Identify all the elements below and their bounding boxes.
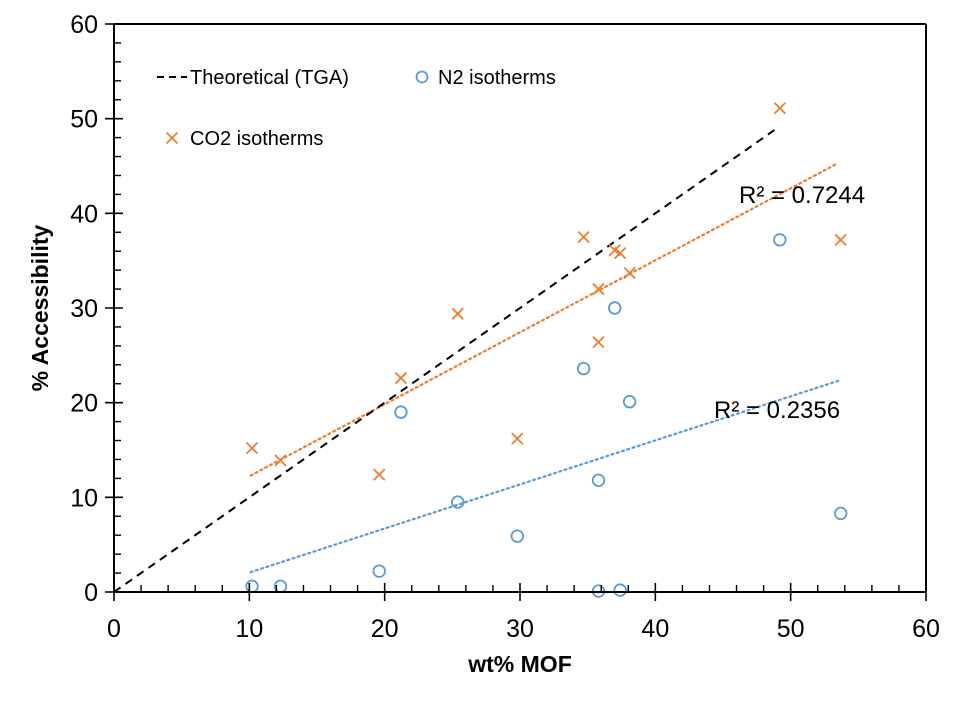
co2-data-point <box>511 432 524 445</box>
legend-x-stroke <box>165 131 179 145</box>
n2-data-point <box>372 564 386 578</box>
x-tick-label: 30 <box>506 615 534 643</box>
legend-x-marker-icon <box>165 131 179 145</box>
legend-label-n2: N2 isotherms <box>438 67 556 89</box>
co2-data-point <box>274 454 287 467</box>
y-tick-label: 60 <box>70 11 98 39</box>
x-tick-label: 40 <box>641 615 669 643</box>
co2-marker-stroke <box>274 454 287 467</box>
co2-data-point <box>394 371 408 385</box>
r2-label-n2: R² = 0.2356 <box>714 397 840 424</box>
legend-label-co2: CO2 isotherms <box>190 128 323 150</box>
x-tick-label: 20 <box>371 615 399 643</box>
axes <box>105 23 927 601</box>
n2-data-point <box>773 233 787 247</box>
co2-marker-stroke <box>592 335 605 349</box>
co2-marker-stroke <box>373 468 386 481</box>
trendlines <box>249 162 840 574</box>
trendline-n2 <box>249 379 840 574</box>
co2-data-point <box>834 233 847 246</box>
co2-marker-stroke <box>614 246 627 260</box>
co2-marker-stroke <box>608 244 621 257</box>
x-axis-title: wt% MOF <box>467 651 572 677</box>
legend-circle-marker-icon <box>415 70 429 84</box>
theoretical-line-layer <box>113 127 778 593</box>
n2-data-point <box>510 529 524 543</box>
n2-data-point <box>608 301 622 315</box>
co2-marker-stroke <box>394 371 408 385</box>
co2-marker-stroke <box>834 233 847 246</box>
co2-data-point <box>592 282 605 296</box>
co2-data-point <box>373 468 386 481</box>
n2-data-point <box>834 506 848 521</box>
co2-data-point <box>592 335 605 349</box>
y-tick-label: 20 <box>70 390 98 418</box>
n2-data-point <box>451 495 465 509</box>
data-points <box>245 102 848 598</box>
theoretical-tga-line <box>113 127 778 593</box>
y-tick-label: 40 <box>70 200 98 228</box>
co2-marker-stroke <box>773 102 786 115</box>
tick-labels: 0 10 20 30 40 50 60 0 10 20 30 40 50 60 <box>70 11 940 643</box>
y-tick-label: 30 <box>70 295 98 323</box>
legend: Theoretical (TGA) N2 isotherms CO2 isoth… <box>157 67 556 150</box>
co2-marker-stroke <box>245 441 259 455</box>
r2-label-co2: R² = 0.7244 <box>739 182 865 209</box>
x-tick-label: 50 <box>777 615 805 643</box>
trendline-co2 <box>249 162 840 477</box>
co2-data-point <box>245 441 259 455</box>
x-tick-label: 0 <box>107 615 121 643</box>
co2-data-point <box>773 102 786 115</box>
x-tick-label: 60 <box>912 615 940 643</box>
n2-data-point <box>622 395 637 409</box>
legend-label-theoretical: Theoretical (TGA) <box>190 67 349 89</box>
x-tick-label: 10 <box>235 615 263 643</box>
y-tick-label: 0 <box>84 579 98 607</box>
co2-data-point <box>614 246 627 260</box>
co2-data-point <box>451 307 464 320</box>
n2-data-point <box>591 473 606 487</box>
co2-marker-stroke <box>623 266 636 280</box>
co2-marker-stroke <box>511 432 524 445</box>
n2-data-point <box>394 405 408 419</box>
y-tick-label: 50 <box>70 106 98 134</box>
n2-data-point <box>576 361 591 376</box>
co2-marker-stroke <box>451 307 464 320</box>
co2-data-point <box>623 266 636 280</box>
co2-data-point <box>577 230 590 244</box>
n2-data-point <box>613 583 627 597</box>
y-axis-title: % Accessibility <box>27 224 53 391</box>
co2-marker-stroke <box>592 282 605 296</box>
y-tick-label: 10 <box>70 484 98 512</box>
co2-marker-stroke <box>577 230 590 244</box>
